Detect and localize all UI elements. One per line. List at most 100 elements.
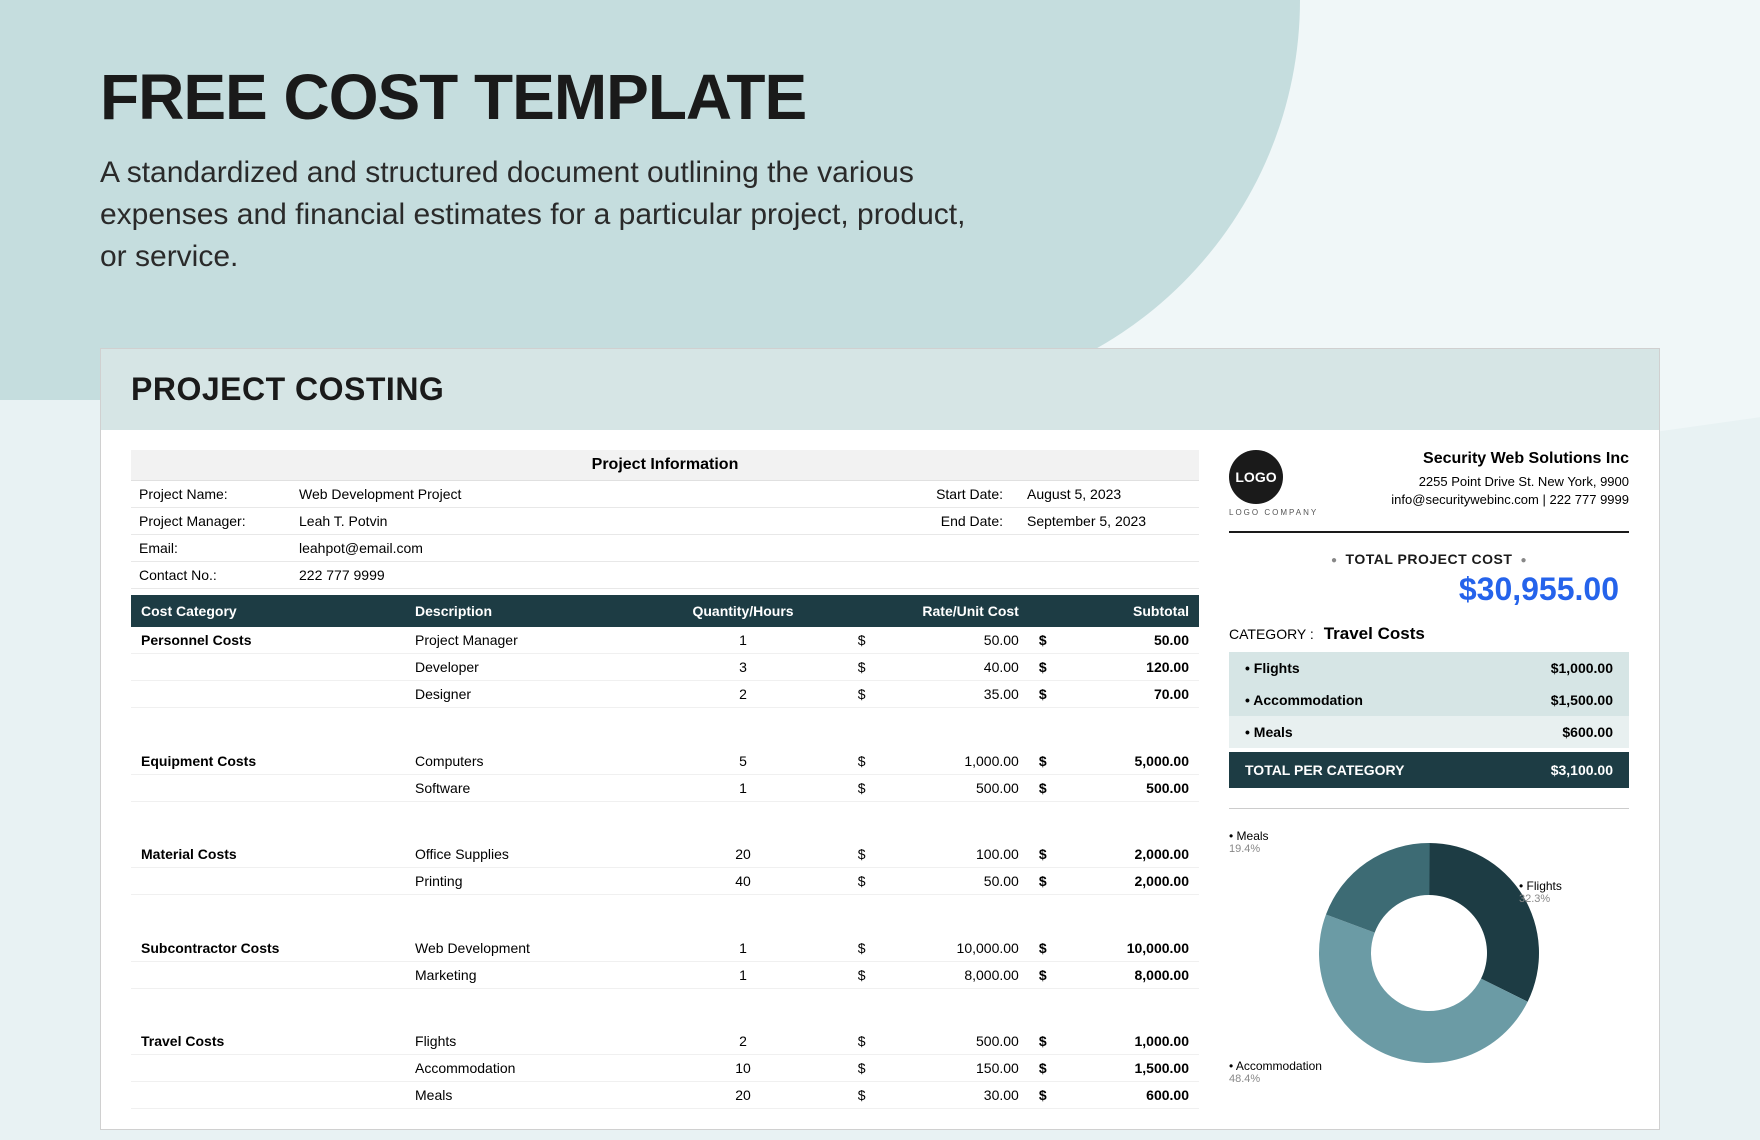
- cell-category: [131, 868, 405, 895]
- hero-title: FREE COST TEMPLATE: [100, 60, 1660, 134]
- cell-qty: 20: [638, 1082, 847, 1109]
- cell-description: Accommodation: [405, 1055, 638, 1082]
- cell-subtotal: 2,000.00: [1057, 841, 1199, 868]
- category-row-value: $1,500.00: [1551, 692, 1613, 708]
- company-info: Security Web Solutions Inc 2255 Point Dr…: [1334, 450, 1629, 510]
- cell-category: [131, 774, 405, 801]
- cell-description: Software: [405, 774, 638, 801]
- cell-category: Material Costs: [131, 841, 405, 868]
- cell-currency: $: [848, 841, 876, 868]
- col-rate: Rate/Unit Cost: [848, 595, 1029, 627]
- cell-currency: $: [1029, 961, 1057, 988]
- info-value: Web Development Project: [291, 481, 491, 508]
- cell-category: Personnel Costs: [131, 627, 405, 654]
- cell-currency: $: [848, 935, 876, 962]
- cell-currency: $: [1029, 627, 1057, 654]
- logo-wrap: LOGO LOGO COMPANY: [1229, 450, 1318, 517]
- company-block: LOGO LOGO COMPANY Security Web Solutions…: [1229, 450, 1629, 533]
- cell-subtotal: 5,000.00: [1057, 748, 1199, 775]
- info-value: [491, 508, 899, 535]
- cell-currency: $: [848, 1082, 876, 1109]
- cell-subtotal: 50.00: [1057, 627, 1199, 654]
- cell-rate: 1,000.00: [876, 748, 1029, 775]
- cell-subtotal: 1,500.00: [1057, 1055, 1199, 1082]
- total-project-cost-value: $30,955.00: [1229, 571, 1629, 608]
- cell-qty: 1: [638, 961, 847, 988]
- cell-qty: 1: [638, 774, 847, 801]
- cell-description: Meals: [405, 1082, 638, 1109]
- cell-currency: $: [1029, 654, 1057, 681]
- info-label: Start Date:: [899, 481, 1019, 508]
- category-value: Travel Costs: [1324, 624, 1425, 643]
- cell-description: Computers: [405, 748, 638, 775]
- cell-rate: 40.00: [876, 654, 1029, 681]
- info-label: [899, 535, 1019, 562]
- category-row-value: $1,000.00: [1551, 660, 1613, 676]
- table-row: Material CostsOffice Supplies20$100.00$2…: [131, 841, 1199, 868]
- category-key: CATEGORY :: [1229, 626, 1314, 642]
- cell-category: [131, 1055, 405, 1082]
- cell-subtotal: 120.00: [1057, 654, 1199, 681]
- cell-qty: 5: [638, 748, 847, 775]
- cell-category: Equipment Costs: [131, 748, 405, 775]
- table-row: Subcontractor CostsWeb Development1$10,0…: [131, 935, 1199, 962]
- info-value: August 5, 2023: [1019, 481, 1199, 508]
- info-value: September 5, 2023: [1019, 508, 1199, 535]
- spacer-row: [131, 708, 1199, 748]
- cell-currency: $: [848, 1055, 876, 1082]
- total-project-cost-label: TOTAL PROJECT COST: [1229, 551, 1629, 567]
- col-subtotal: Subtotal: [1029, 595, 1199, 627]
- category-row-name: • Meals: [1245, 724, 1293, 740]
- company-address: 2255 Point Drive St. New York, 9900: [1334, 474, 1629, 489]
- chart-label: • Meals19.4%: [1229, 829, 1269, 857]
- company-name: Security Web Solutions Inc: [1334, 450, 1629, 468]
- cell-category: Subcontractor Costs: [131, 935, 405, 962]
- cell-currency: $: [1029, 1055, 1057, 1082]
- cost-table-header-row: Cost Category Description Quantity/Hours…: [131, 595, 1199, 627]
- cell-category: [131, 654, 405, 681]
- cell-qty: 20: [638, 841, 847, 868]
- cell-description: Office Supplies: [405, 841, 638, 868]
- cell-description: Project Manager: [405, 627, 638, 654]
- document-card: PROJECT COSTING Project Information Proj…: [100, 348, 1660, 1130]
- info-label: Project Name:: [131, 481, 291, 508]
- chart-label-name: • Accommodation: [1229, 1059, 1322, 1073]
- cell-currency: $: [848, 868, 876, 895]
- info-value: [491, 481, 899, 508]
- cell-rate: 30.00: [876, 1082, 1029, 1109]
- info-value: leahpot@email.com: [291, 535, 491, 562]
- spacer-row: [131, 988, 1199, 1028]
- doc-title-bar: PROJECT COSTING: [101, 349, 1659, 430]
- category-row: • Accommodation $1,500.00: [1229, 684, 1629, 716]
- cell-currency: $: [848, 681, 876, 708]
- cell-rate: 500.00: [876, 774, 1029, 801]
- donut-slice: [1326, 843, 1430, 933]
- cell-qty: 1: [638, 627, 847, 654]
- logo-subtext: LOGO COMPANY: [1229, 508, 1318, 517]
- table-row: Designer2$35.00$70.00: [131, 681, 1199, 708]
- cell-subtotal: 10,000.00: [1057, 935, 1199, 962]
- col-category: Cost Category: [131, 595, 405, 627]
- info-value: [491, 562, 899, 589]
- spacer-row: [131, 801, 1199, 841]
- chart-label-pct: 48.4%: [1229, 1073, 1322, 1086]
- info-label: Project Manager:: [131, 508, 291, 535]
- hero-subtitle: A standardized and structured document o…: [100, 152, 1000, 278]
- cell-category: [131, 961, 405, 988]
- category-row: • Flights$1,000.00: [1229, 652, 1629, 684]
- cell-category: Travel Costs: [131, 1028, 405, 1055]
- category-row-name: • Accommodation: [1245, 692, 1363, 708]
- cell-subtotal: 70.00: [1057, 681, 1199, 708]
- cell-currency: $: [1029, 748, 1057, 775]
- left-column: Project Information Project Name:Web Dev…: [131, 450, 1199, 1109]
- table-row: Developer3$40.00$120.00: [131, 654, 1199, 681]
- info-value: Leah T. Potvin: [291, 508, 491, 535]
- cell-qty: 3: [638, 654, 847, 681]
- cell-currency: $: [848, 627, 876, 654]
- right-column: LOGO LOGO COMPANY Security Web Solutions…: [1229, 450, 1629, 1109]
- spacer-row: [131, 895, 1199, 935]
- chart-label-name: • Meals: [1229, 829, 1269, 843]
- project-info-grid: Project Name:Web Development Project Star…: [131, 481, 1199, 589]
- table-row: Personnel CostsProject Manager1$50.00$50…: [131, 627, 1199, 654]
- donut-slice: [1429, 843, 1539, 1002]
